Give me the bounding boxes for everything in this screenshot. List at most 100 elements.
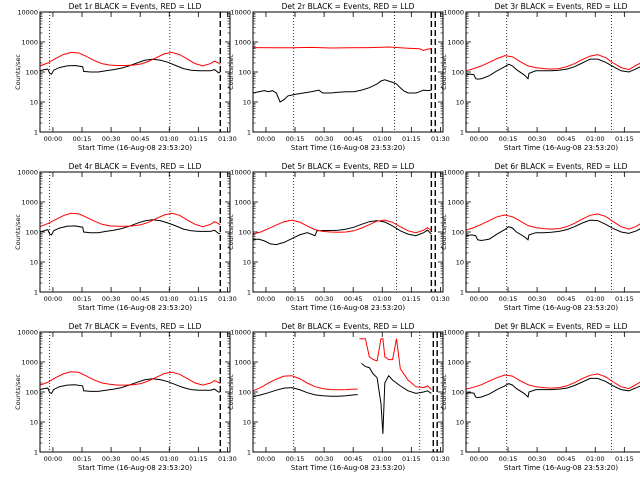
y-tick-label: 10000: [17, 329, 38, 337]
x-tick-label: 00:45: [131, 135, 150, 143]
y-tick-label: 10000: [230, 329, 251, 337]
x-tick-label: 00:45: [344, 295, 363, 303]
plot-frame: [39, 11, 231, 133]
panel-title: Det 1r BLACK = Events, RED = LLD: [69, 2, 202, 11]
y-tick-label: 1000: [21, 199, 38, 207]
x-tick-label: 00:30: [102, 295, 121, 303]
plot-frame: [252, 331, 444, 453]
x-tick-label: 00:30: [315, 135, 334, 143]
x-tick-label: 00:45: [557, 455, 576, 463]
y-tick-label: 1000: [447, 199, 464, 207]
y-tick-label: 1: [460, 129, 464, 137]
x-tick-label: 00:30: [528, 455, 547, 463]
lld-series-line: [252, 46, 432, 52]
panel-det-5: Det 5r BLACK = Events, RED = LLD 1 10 100 10…: [227, 162, 450, 312]
lld-series-line: [39, 51, 221, 67]
x-tick-label: 00:30: [315, 295, 334, 303]
x-tick-label: 01:00: [160, 135, 179, 143]
x-tick-label: 01:30: [218, 135, 237, 143]
y-tick-label: 100: [26, 389, 38, 397]
y-tick-label: 1000: [447, 39, 464, 47]
x-tick-label: 00:00: [470, 295, 489, 303]
x-tick-label: 01:00: [373, 295, 392, 303]
x-tick-label: 00:15: [286, 455, 305, 463]
y-tick-label: 1: [460, 289, 464, 297]
panel-det-6: Det 6r BLACK = Events, RED = LLD 1 10 100 10…: [440, 162, 640, 312]
x-tick-label: 01:30: [218, 455, 237, 463]
y-tick-label: 1000: [447, 359, 464, 367]
x-axis-label: Start Time (16-Aug-08 23:53:20): [504, 464, 618, 472]
x-tick-label: 01:15: [402, 455, 421, 463]
events-series-line: [465, 219, 640, 242]
panel-title: Det 8r BLACK = Events, RED = LLD: [282, 322, 415, 331]
y-tick-label: 1: [247, 129, 251, 137]
panel-title: Det 6r BLACK = Events, RED = LLD: [495, 162, 628, 171]
x-tick-label: 01:00: [586, 295, 605, 303]
y-tick-label: 10: [456, 419, 464, 427]
x-tick-label: 00:45: [344, 455, 363, 463]
y-tick-label: 10000: [17, 169, 38, 177]
y-tick-label: 10000: [443, 329, 464, 337]
panel-title: Det 3r BLACK = Events, RED = LLD: [495, 2, 628, 11]
y-tick-label: 1: [34, 289, 38, 297]
x-tick-label: 01:15: [402, 295, 421, 303]
x-tick-label: 01:30: [431, 135, 450, 143]
x-tick-label: 01:00: [160, 295, 179, 303]
lld-series-line: [465, 373, 640, 390]
events-series-line: [39, 219, 221, 236]
x-axis-label: Start Time (16-Aug-08 23:53:20): [291, 144, 405, 152]
x-tick-label: 01:15: [615, 135, 634, 143]
y-tick-label: 100: [26, 229, 38, 237]
x-axis-label: Start Time (16-Aug-08 23:53:20): [78, 304, 192, 312]
y-tick-label: 100: [239, 69, 251, 77]
x-tick-label: 00:00: [470, 455, 489, 463]
y-tick-label: 10: [456, 99, 464, 107]
x-tick-label: 01:00: [160, 455, 179, 463]
x-tick-label: 00:15: [73, 455, 92, 463]
y-axis-label: Counts/sec: [14, 374, 22, 410]
panel-title: Det 4r BLACK = Events, RED = LLD: [69, 162, 202, 171]
panel-title: Det 2r BLACK = Events, RED = LLD: [282, 2, 415, 11]
lld-series-line: [39, 212, 221, 228]
y-tick-label: 1000: [21, 39, 38, 47]
lld-series-line: [465, 213, 640, 231]
x-axis-label: Start Time (16-Aug-08 23:53:20): [504, 144, 618, 152]
x-tick-label: 01:00: [373, 455, 392, 463]
y-tick-label: 10: [30, 99, 38, 107]
y-tick-label: 100: [239, 389, 251, 397]
events-series-line: [252, 79, 432, 103]
plot-frame: [252, 11, 444, 133]
y-tick-label: 100: [452, 389, 464, 397]
y-tick-label: 10: [243, 419, 251, 427]
x-tick-label: 00:30: [528, 295, 547, 303]
x-tick-label: 00:00: [44, 135, 63, 143]
x-tick-label: 01:15: [615, 455, 634, 463]
x-tick-label: 01:15: [189, 135, 208, 143]
x-tick-label: 00:15: [73, 135, 92, 143]
y-tick-label: 1000: [234, 359, 251, 367]
events-series-line: [39, 378, 221, 395]
panel-det-4: Det 4r BLACK = Events, RED = LLD 1 10 100 10…: [14, 162, 237, 312]
x-tick-label: 00:00: [470, 135, 489, 143]
lld-series-line: [39, 371, 221, 386]
x-tick-label: 00:30: [102, 135, 121, 143]
y-tick-label: 10000: [443, 9, 464, 17]
x-tick-label: 00:00: [257, 295, 276, 303]
y-tick-label: 10000: [230, 169, 251, 177]
y-axis-label: Counts/sec: [440, 54, 448, 90]
x-tick-label: 00:30: [315, 455, 334, 463]
y-axis-label: Counts/sec: [440, 214, 448, 250]
x-tick-label: 00:30: [528, 135, 547, 143]
y-tick-label: 10: [30, 419, 38, 427]
x-tick-label: 00:15: [73, 295, 92, 303]
y-tick-label: 100: [26, 69, 38, 77]
y-axis-label: Counts/sec: [14, 214, 22, 250]
events-series-line: [252, 220, 432, 246]
y-tick-label: 100: [452, 229, 464, 237]
events-series-line: [465, 377, 640, 399]
panel-det-1: Det 1r BLACK = Events, RED = LLD 1 10 100 10…: [14, 2, 237, 152]
x-tick-label: 00:00: [257, 135, 276, 143]
y-tick-label: 1: [247, 289, 251, 297]
plot-frame: [465, 171, 640, 293]
y-tick-label: 10000: [230, 9, 251, 17]
